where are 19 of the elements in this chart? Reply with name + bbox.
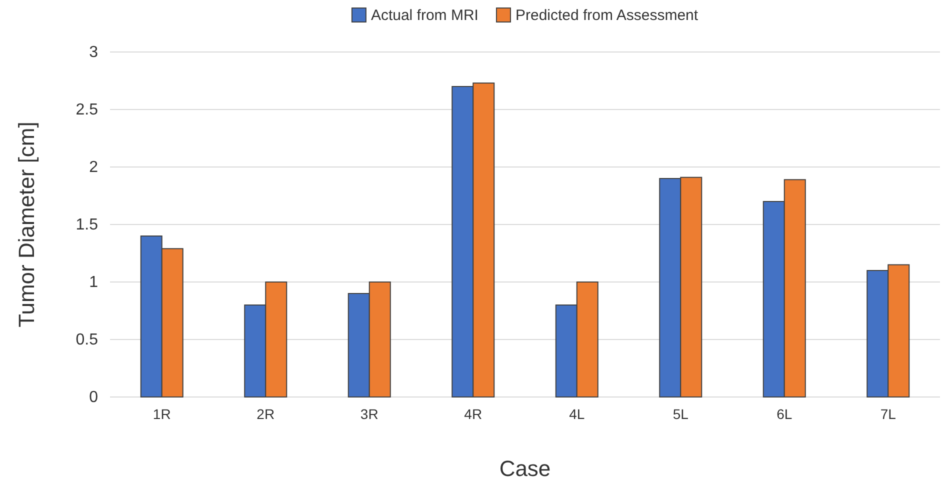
- x-tick-label: 6L: [776, 406, 792, 422]
- y-tick-label: 0.5: [76, 332, 98, 349]
- legend-label: Predicted from Assessment: [515, 7, 699, 24]
- y-tick-label: 3: [89, 44, 98, 62]
- y-tick-label: 2: [89, 159, 98, 176]
- y-tick-label: 0: [89, 389, 98, 406]
- y-tick-label: 1: [89, 274, 98, 292]
- y-axis-title: Tumor Diameter [cm]: [14, 122, 39, 328]
- legend-label: Actual from MRI: [370, 7, 478, 24]
- x-tick-label: 4R: [464, 406, 482, 422]
- x-tick-label: 5L: [672, 406, 689, 422]
- x-tick-label: 4L: [569, 406, 585, 422]
- x-tick-label: 7L: [880, 406, 896, 422]
- y-tick-label: 2.5: [76, 102, 98, 119]
- y-tick-label: 1.5: [76, 216, 98, 234]
- x-tick-label: 1R: [152, 406, 171, 422]
- x-axis-title: Case: [499, 456, 551, 481]
- x-tick-label: 3R: [360, 406, 378, 422]
- x-tick-label: 2R: [256, 406, 275, 422]
